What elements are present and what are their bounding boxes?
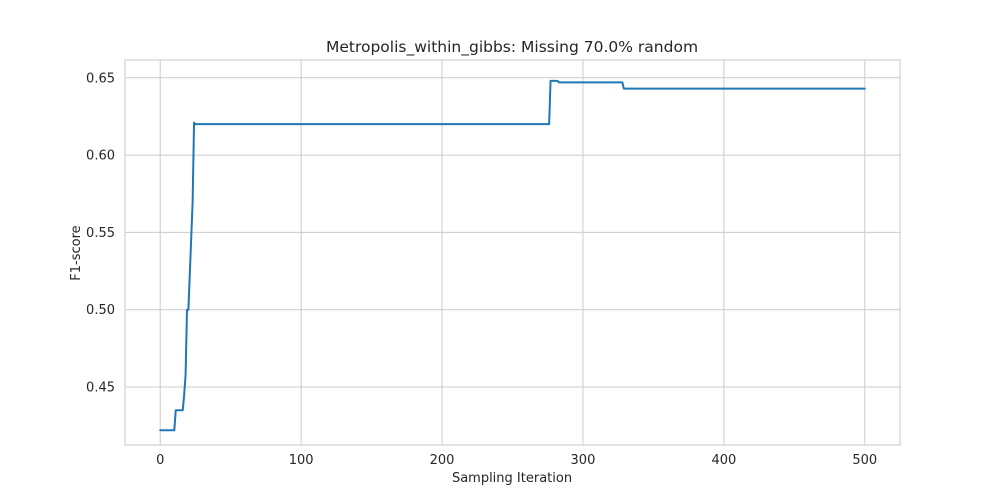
x-tick-label: 200	[430, 453, 455, 468]
x-tick-label: 100	[289, 453, 314, 468]
y-tick-label: 0.55	[86, 226, 115, 241]
x-tick-label: 300	[571, 453, 596, 468]
y-tick-label: 0.65	[86, 71, 115, 86]
y-tick-labels: 0.45 0.50 0.55 0.60 0.65	[86, 71, 115, 395]
chart-title: Metropolis_within_gibbs: Missing 70.0% r…	[326, 38, 698, 57]
x-tick-labels: 0 100 200 300 400 500	[156, 453, 877, 468]
y-axis-label: F1-score	[69, 225, 84, 280]
x-tick-label: 0	[156, 453, 164, 468]
y-tick-label: 0.45	[86, 381, 115, 396]
series-layer	[159, 79, 866, 432]
x-tick-label: 500	[852, 453, 877, 468]
y-tick-label: 0.50	[86, 303, 115, 318]
y-gridlines	[125, 77, 900, 388]
x-tick-label: 400	[711, 453, 736, 468]
x-axis-label: Sampling Iteration	[452, 471, 572, 486]
y-tick-label: 0.60	[86, 149, 115, 164]
series-line	[159, 79, 866, 432]
plot-frame	[124, 59, 901, 446]
